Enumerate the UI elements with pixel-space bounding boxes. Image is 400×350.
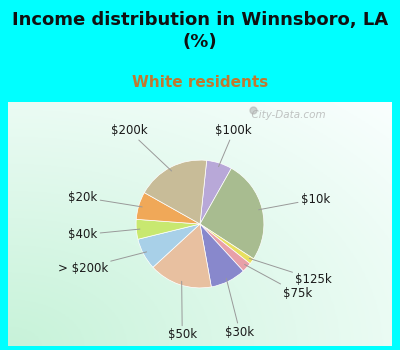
- Text: $30k: $30k: [225, 278, 254, 339]
- Text: $20k: $20k: [68, 191, 142, 207]
- Wedge shape: [200, 224, 243, 287]
- Wedge shape: [138, 224, 200, 267]
- Text: $200k: $200k: [111, 124, 172, 171]
- Wedge shape: [200, 160, 231, 224]
- Text: $125k: $125k: [249, 258, 332, 286]
- Text: $100k: $100k: [216, 124, 252, 167]
- Text: $40k: $40k: [68, 228, 140, 241]
- Text: City-Data.com: City-Data.com: [246, 110, 326, 120]
- Wedge shape: [153, 224, 211, 288]
- Text: $50k: $50k: [168, 281, 197, 342]
- Wedge shape: [136, 219, 200, 239]
- Wedge shape: [136, 193, 200, 224]
- Text: $75k: $75k: [244, 265, 312, 300]
- Wedge shape: [200, 168, 264, 259]
- Wedge shape: [200, 224, 250, 271]
- Text: Income distribution in Winnsboro, LA
(%): Income distribution in Winnsboro, LA (%): [12, 10, 388, 51]
- Text: > $200k: > $200k: [58, 252, 147, 275]
- Wedge shape: [200, 224, 254, 264]
- Wedge shape: [144, 160, 207, 224]
- Text: $10k: $10k: [258, 193, 330, 210]
- Text: White residents: White residents: [132, 75, 268, 90]
